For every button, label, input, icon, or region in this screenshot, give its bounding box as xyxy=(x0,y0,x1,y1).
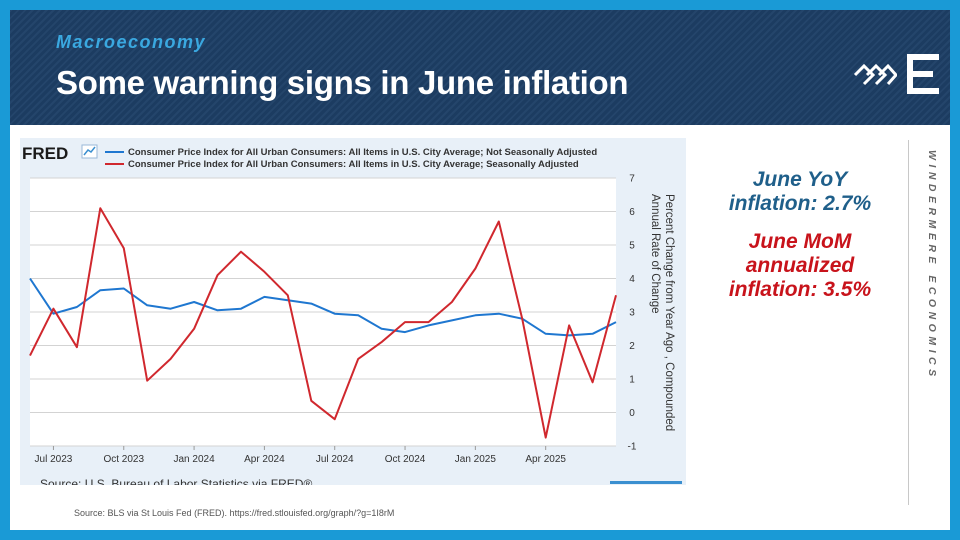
y-tick-label: 7 xyxy=(629,174,635,185)
x-tick-label: Jan 2025 xyxy=(455,454,497,465)
y-tick-label: 0 xyxy=(629,408,635,419)
slide: Macroeconomy Some warning signs in June … xyxy=(10,10,950,530)
y-axis-label-line2: Annual Rate of Change xyxy=(649,194,661,314)
fred-chart-panel: FRED Consumer Price Index for All Urban … xyxy=(20,138,686,485)
yoy-callout-line2: inflation: 2.7% xyxy=(728,192,872,215)
fred-brand: FRED xyxy=(22,144,68,163)
cpi-line-chart: FRED Consumer Price Index for All Urban … xyxy=(22,144,675,485)
x-tick-label: Oct 2023 xyxy=(103,454,144,465)
mom-callout-line2: annualized xyxy=(745,254,855,277)
chart-button-edge xyxy=(610,481,682,484)
x-tick-label: Apr 2025 xyxy=(525,454,566,465)
y-tick-label: 2 xyxy=(629,341,635,352)
x-tick-label: Jul 2024 xyxy=(316,454,354,465)
y-tick-label: 5 xyxy=(629,241,635,252)
economics-e-logo-icon xyxy=(907,54,939,94)
mom-callout-line1: June MoM xyxy=(748,230,852,253)
x-tick-label: Jan 2024 xyxy=(174,454,216,465)
mom-callout-line3: inflation: 3.5% xyxy=(728,278,872,301)
fred-trend-icon xyxy=(81,144,98,159)
y-tick-label: -1 xyxy=(628,442,637,453)
y-axis-label-line1: Percent Change from Year Ago , Compounde… xyxy=(663,194,675,431)
windermere-diamond-logo-icon xyxy=(853,63,897,86)
y-tick-label: 3 xyxy=(629,308,635,319)
y-tick-label: 1 xyxy=(629,375,635,386)
mom-callout: June MoM annualized inflation: 3.5% xyxy=(690,230,910,302)
x-tick-label: Oct 2024 xyxy=(385,454,426,465)
section-kicker: Macroeconomy xyxy=(56,32,207,52)
windermere-economics-label: WINDERMERE ECONOMICS xyxy=(926,150,938,381)
x-tick-label: Apr 2024 xyxy=(244,454,285,465)
x-tick-label: Jul 2023 xyxy=(35,454,73,465)
chart-source-note: Source: U.S. Bureau of Labor Statistics … xyxy=(40,477,312,485)
divider-line xyxy=(908,140,909,505)
series-line-seasonally-adjusted xyxy=(29,207,617,439)
page-title: Some warning signs in June inflation xyxy=(56,64,629,101)
legend-label-sa: Consumer Price Index for All Urban Consu… xyxy=(128,159,579,170)
y-tick-label: 6 xyxy=(629,207,635,218)
header-banner: Macroeconomy Some warning signs in June … xyxy=(10,10,950,125)
y-tick-label: 4 xyxy=(629,274,635,285)
yoy-callout-line1: June YoY xyxy=(752,168,848,191)
yoy-callout: June YoY inflation: 2.7% xyxy=(690,168,910,216)
footer-source: Source: BLS via St Louis Fed (FRED). htt… xyxy=(74,508,395,518)
legend-label-nsa: Consumer Price Index for All Urban Consu… xyxy=(128,147,597,158)
series-line-not-seasonally-adjusted xyxy=(29,277,617,337)
